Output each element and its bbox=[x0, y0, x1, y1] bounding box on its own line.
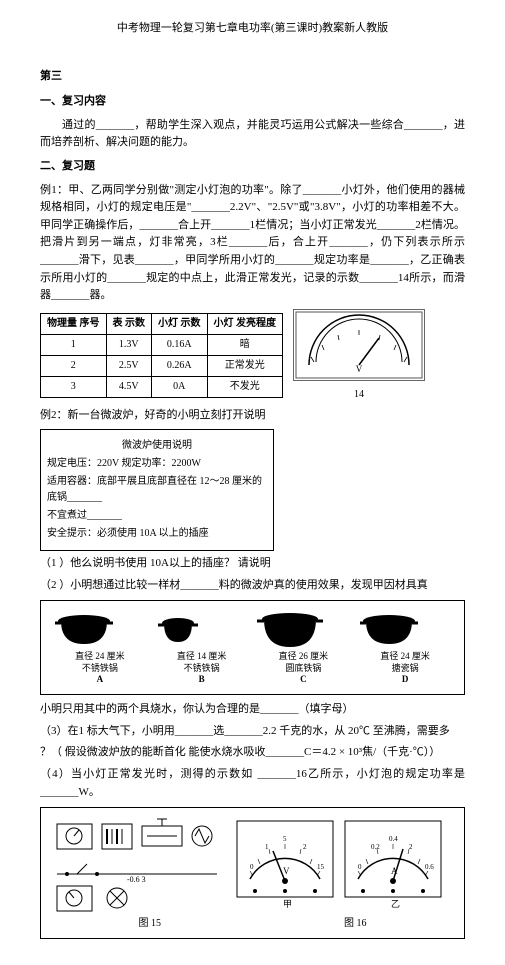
box-l3: 适用容器：底部平展且底部直径在 12～28 厘米的底锅_______ bbox=[47, 474, 267, 506]
svg-text:0.2: 0.2 bbox=[371, 843, 380, 851]
pot-c-icon bbox=[253, 609, 328, 649]
box-l5: 安全提示：必须使用 10A 以上的插座 bbox=[47, 526, 267, 542]
cell: 不发光 bbox=[207, 376, 283, 397]
q3c: ？（ 假设微波炉放的能断首化 能使水烧水吸收_______C＝4.2 × 10³… bbox=[40, 744, 465, 762]
box-l2: 规定电压：220V 规定功率：2200W bbox=[47, 456, 267, 472]
cell: 1 bbox=[41, 334, 107, 355]
section-label: 第三 bbox=[40, 68, 465, 86]
pot-a-l2: 不锈铁锅 bbox=[82, 663, 118, 673]
s1-title: 一、复习内容 bbox=[40, 93, 465, 111]
q3a: 小明只用其中的两个具烧水，你认为合理的是_______（填字母） bbox=[40, 701, 465, 719]
svg-text:V: V bbox=[356, 364, 363, 374]
pot-b-letter: B bbox=[199, 674, 205, 684]
q2: （2 ）小明想通过比较一样材_______料的微波炉真的使用效果，发现甲因材具真 bbox=[40, 577, 465, 595]
cell: 3 bbox=[41, 376, 107, 397]
pot-a-l1: 直径 24 厘米 bbox=[75, 651, 125, 661]
pot-c-letter: C bbox=[300, 674, 307, 684]
pot-b-icon bbox=[151, 609, 206, 649]
cell: 正常发光 bbox=[207, 355, 283, 376]
voltmeter-icon: V bbox=[293, 309, 425, 381]
pot-d-l2: 搪瓷锅 bbox=[392, 663, 419, 673]
th: 物理量 序号 bbox=[41, 313, 107, 334]
svg-text:A: A bbox=[391, 866, 398, 876]
s1-p1: 通过的_______，帮助学生深入观点，并能灵巧运用公式解决一些综合______… bbox=[40, 117, 465, 152]
svg-text:2: 2 bbox=[303, 843, 307, 851]
s2-title: 二、复习题 bbox=[40, 158, 465, 176]
cell: 0A bbox=[152, 376, 208, 397]
pot-a-icon bbox=[49, 609, 119, 649]
svg-text:0: 0 bbox=[358, 863, 362, 871]
th: 小灯 示数 bbox=[152, 313, 208, 334]
svg-text:-0.6 3: -0.6 3 bbox=[127, 875, 146, 884]
svg-text:5: 5 bbox=[283, 835, 287, 843]
ex1-p1: 例1：甲、乙两同学分别做"测定小灯泡的功率"。除了_______小灯外，他们使用… bbox=[40, 182, 465, 305]
manual-box: 微波炉使用说明 规定电压：220V 规定功率：2200W 适用容器：底部平展且底… bbox=[40, 429, 274, 551]
cell: 2 bbox=[41, 355, 107, 376]
svg-text:甲: 甲 bbox=[283, 899, 292, 909]
page-header: 中考物理一轮复习第七章电功率(第三课时)教案新人教版 bbox=[40, 20, 465, 38]
q3b: （3）在1 标大气下，小明用_______选_______2.2 千克的水，从 … bbox=[40, 723, 465, 741]
svg-text:0.6: 0.6 bbox=[425, 863, 434, 871]
meter-a-icon: 0 0.4 0.2 2 0.6 A 乙 bbox=[343, 819, 443, 909]
pot-a-letter: A bbox=[97, 674, 104, 684]
fig16-label: 图 16 bbox=[344, 916, 367, 932]
data-table: 物理量 序号 表 示数 小灯 示数 小灯 发亮程度 1 1.3V 0.16A 暗… bbox=[40, 313, 283, 398]
cell: 0.26A bbox=[152, 355, 208, 376]
pot-c-l2: 圆底铁锅 bbox=[285, 663, 321, 673]
svg-text:V: V bbox=[283, 866, 290, 876]
pot-c-l1: 直径 26 厘米 bbox=[279, 651, 329, 661]
svg-text:15: 15 bbox=[317, 863, 325, 871]
pot-b-l1: 直径 14 厘米 bbox=[177, 651, 227, 661]
box-title: 微波炉使用说明 bbox=[47, 438, 267, 454]
th: 表 示数 bbox=[106, 313, 152, 334]
cell: 0.16A bbox=[152, 334, 208, 355]
fig15-label: 图 15 bbox=[139, 916, 162, 932]
pot-d-letter: D bbox=[402, 674, 409, 684]
svg-text:1: 1 bbox=[265, 843, 269, 851]
circuit-diagram-icon: -0.6 3 bbox=[47, 814, 227, 914]
svg-text:0: 0 bbox=[250, 863, 254, 871]
pot-d-icon bbox=[354, 609, 424, 649]
pots-figure: 直径 24 厘米不锈铁锅A 直径 14 厘米不锈铁锅B 直径 26 厘米圆底铁锅… bbox=[40, 600, 465, 695]
svg-text:乙: 乙 bbox=[391, 899, 400, 909]
meter-v-icon: 0 5 1 2 15 V 甲 bbox=[235, 819, 335, 909]
q4: （4）当小灯正常发光时，测得的示数如 _______16乙所示，小灯泡的规定功率… bbox=[40, 766, 465, 801]
box-l4: 不宜煮过_______ bbox=[47, 508, 267, 524]
cell: 暗 bbox=[207, 334, 283, 355]
fig14-label: 14 bbox=[293, 387, 425, 403]
q1: （1 ）他么说明书使用 10A以上的插座？ 请说明 bbox=[40, 555, 465, 573]
svg-text:0.4: 0.4 bbox=[389, 835, 398, 843]
cell: 4.5V bbox=[106, 376, 152, 397]
pot-d-l1: 直径 24 厘米 bbox=[380, 651, 430, 661]
ex2-title: 例2：新一台微波炉，好奇的小明立刻打开说明 bbox=[40, 407, 465, 425]
circuit-figure: -0.6 3 0 5 1 2 15 V 甲 0 0.4 0.2 2 0.6 A 乙 图 … bbox=[40, 807, 465, 939]
cell: 2.5V bbox=[106, 355, 152, 376]
svg-text:2: 2 bbox=[409, 843, 413, 851]
cell: 1.3V bbox=[106, 334, 152, 355]
pot-b-l2: 不锈铁锅 bbox=[184, 663, 220, 673]
th: 小灯 发亮程度 bbox=[207, 313, 283, 334]
